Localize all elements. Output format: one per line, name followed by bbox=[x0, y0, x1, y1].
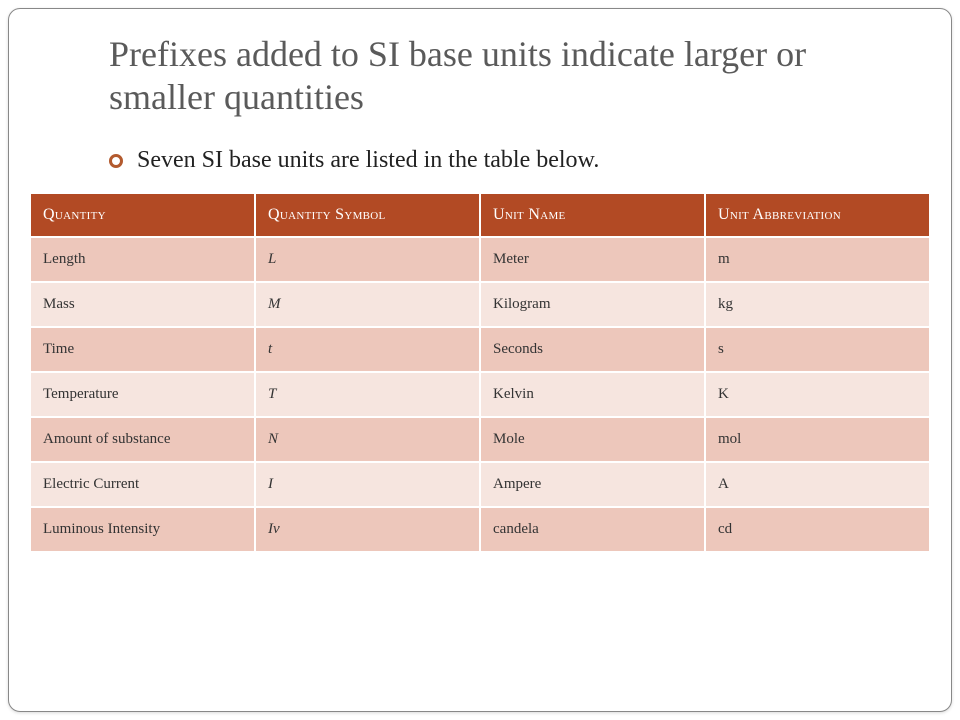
table-row: Length L Meter m bbox=[30, 237, 930, 282]
cell-symbol: I bbox=[255, 462, 480, 507]
table-body: Length L Meter m Mass M Kilogram kg Time… bbox=[30, 237, 930, 552]
slide-frame: Prefixes added to SI base units indicate… bbox=[8, 8, 952, 712]
table-row: Temperature T Kelvin K bbox=[30, 372, 930, 417]
table-header-row: Quantity Quantity Symbol Unit Name Unit … bbox=[30, 193, 930, 237]
cell-symbol: N bbox=[255, 417, 480, 462]
cell-unit-name: Kelvin bbox=[480, 372, 705, 417]
cell-unit-name: Seconds bbox=[480, 327, 705, 372]
slide-subtitle: Seven SI base units are listed in the ta… bbox=[137, 147, 599, 174]
slide-title: Prefixes added to SI base units indicate… bbox=[9, 33, 951, 127]
cell-unit-name: Ampere bbox=[480, 462, 705, 507]
cell-unit-name: Meter bbox=[480, 237, 705, 282]
col-quantity: Quantity bbox=[30, 193, 255, 237]
cell-quantity: Luminous Intensity bbox=[30, 507, 255, 552]
cell-quantity: Temperature bbox=[30, 372, 255, 417]
col-unit-abbr: Unit Abbreviation bbox=[705, 193, 930, 237]
col-unit-name: Unit Name bbox=[480, 193, 705, 237]
cell-unit-abbr: m bbox=[705, 237, 930, 282]
cell-unit-name: Mole bbox=[480, 417, 705, 462]
cell-unit-abbr: s bbox=[705, 327, 930, 372]
table-row: Luminous Intensity Iv candela cd bbox=[30, 507, 930, 552]
table-row: Amount of substance N Mole mol bbox=[30, 417, 930, 462]
cell-quantity: Mass bbox=[30, 282, 255, 327]
si-base-units-table: Quantity Quantity Symbol Unit Name Unit … bbox=[29, 192, 931, 553]
bullet-icon bbox=[109, 154, 123, 168]
cell-unit-abbr: K bbox=[705, 372, 930, 417]
cell-symbol: T bbox=[255, 372, 480, 417]
cell-unit-abbr: cd bbox=[705, 507, 930, 552]
cell-symbol: Iv bbox=[255, 507, 480, 552]
cell-unit-abbr: mol bbox=[705, 417, 930, 462]
cell-symbol: t bbox=[255, 327, 480, 372]
cell-unit-abbr: kg bbox=[705, 282, 930, 327]
col-quantity-sym: Quantity Symbol bbox=[255, 193, 480, 237]
cell-quantity: Amount of substance bbox=[30, 417, 255, 462]
table-row: Time t Seconds s bbox=[30, 327, 930, 372]
cell-symbol: M bbox=[255, 282, 480, 327]
table-row: Mass M Kilogram kg bbox=[30, 282, 930, 327]
cell-quantity: Length bbox=[30, 237, 255, 282]
cell-symbol: L bbox=[255, 237, 480, 282]
bullet-row: Seven SI base units are listed in the ta… bbox=[9, 135, 951, 192]
cell-unit-name: Kilogram bbox=[480, 282, 705, 327]
cell-quantity: Time bbox=[30, 327, 255, 372]
cell-quantity: Electric Current bbox=[30, 462, 255, 507]
cell-unit-abbr: A bbox=[705, 462, 930, 507]
cell-unit-name: candela bbox=[480, 507, 705, 552]
table-row: Electric Current I Ampere A bbox=[30, 462, 930, 507]
